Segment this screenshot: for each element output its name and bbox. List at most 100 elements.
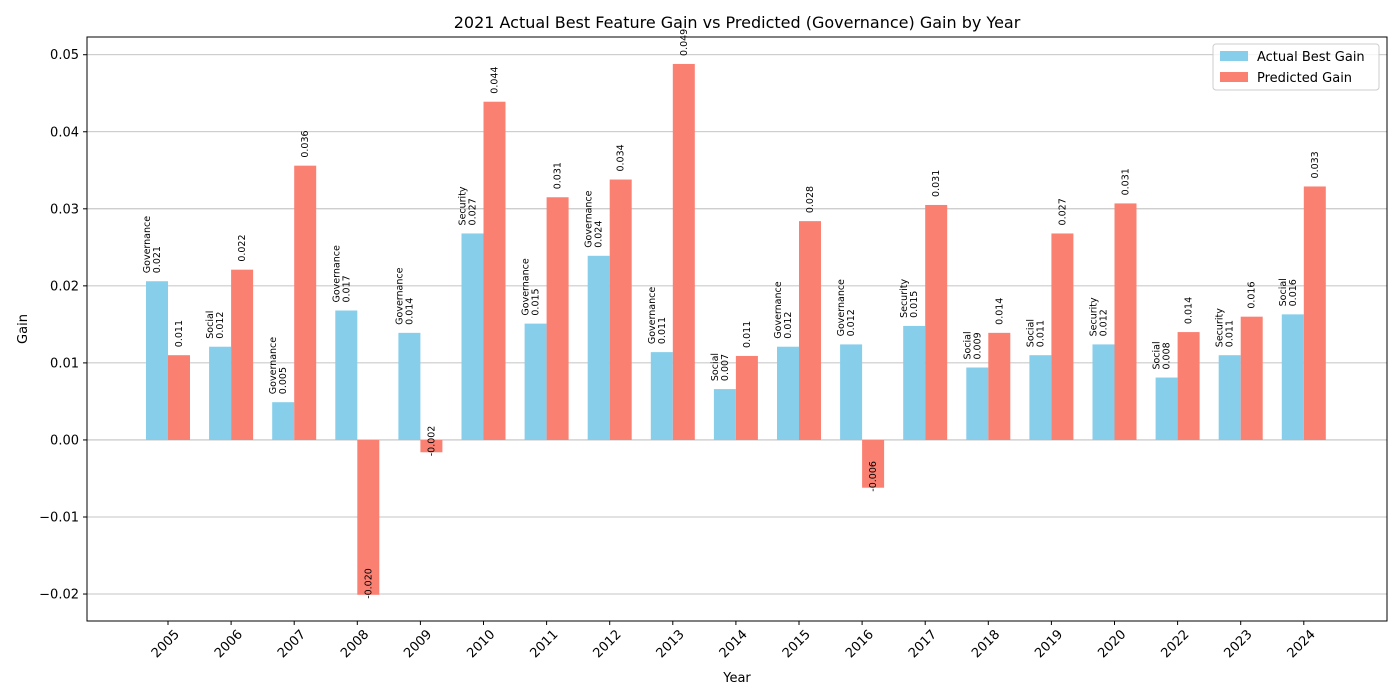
bar-predicted [1240,316,1263,440]
bar-feature-label: Social [1152,341,1163,369]
y-tick-label: 0.05 [50,48,79,63]
bar-value-label-predicted: 0.014 [1184,297,1195,324]
y-axis-label: Gain [16,314,31,344]
x-tick-label: 2012 [591,627,625,661]
bar-value-label-predicted: 0.031 [553,162,564,189]
bar-feature-label: Social [1025,319,1036,347]
x-tick-label: 2011 [527,627,561,661]
bar-value-label-predicted: 0.031 [1121,168,1132,195]
bar-value-label-predicted: 0.022 [237,234,248,261]
y-tick-label: 0.03 [50,202,79,217]
bar-actual [777,346,799,440]
bar-feature-label: Social [205,311,216,339]
bar-feature-label: Security [899,279,910,318]
bar-predicted [357,439,380,595]
bar-feature-label: Security [458,186,469,225]
bar-feature-label: Social [962,331,973,359]
bar-predicted [609,179,632,440]
bar-value-label-predicted: 0.031 [931,170,942,197]
bar-feature-label: Social [1278,278,1289,306]
bar-actual [1155,377,1178,440]
bar-feature-label: Governance [773,281,784,338]
bar-predicted [862,439,885,488]
bar-feature-label: Social [710,353,721,381]
y-axis: −0.02 −0.01 0.00 0.01 0.02 0.03 0.04 0.05 [39,48,87,603]
bars-layer [146,63,1326,595]
bar-actual [272,402,295,440]
y-tick-label: 0.02 [50,279,79,294]
bar-value-label-predicted: 0.014 [994,298,1005,325]
bar-actual [1218,355,1241,440]
y-tick-label: −0.01 [39,510,79,525]
y-tick-label: 0.04 [50,125,79,140]
bar-value-label-actual: 0.012 [846,309,857,336]
legend-swatch-predicted [1220,72,1248,82]
bar-value-label-predicted: 0.011 [174,320,185,347]
x-tick-label: 2020 [1095,627,1129,661]
x-tick-label: 2009 [401,627,435,661]
bar-value-label-predicted: -0.006 [868,461,879,492]
bar-value-label-actual: 0.012 [783,312,794,339]
x-tick-label: 2007 [275,627,309,661]
bar-predicted [1051,233,1074,440]
bar-feature-label: Security [1215,308,1226,347]
plot-frame [86,36,1388,622]
bar-feature-label: Governance [331,245,342,302]
bar-value-label-predicted: 0.049 [679,29,690,56]
x-tick-label: 2014 [717,627,751,661]
x-tick-label: 2016 [843,627,877,661]
x-tick-label: 2008 [338,627,372,661]
bar-value-label-predicted: 0.034 [616,144,627,171]
x-tick-label: 2010 [464,627,498,661]
bar-actual [903,325,926,440]
bar-value-label-predicted: 0.016 [1247,281,1258,308]
y-tick-label: 0.00 [50,433,79,448]
bar-actual [209,346,232,440]
x-tick-label: 2018 [969,627,1003,661]
bar-actual [966,367,989,440]
bar-predicted [672,63,695,440]
bar-feature-label: Governance [268,337,279,394]
bar-value-label-predicted: -0.002 [426,426,437,457]
bar-actual [461,233,484,440]
x-tick-label: 2006 [212,627,246,661]
bar-predicted [420,439,443,453]
bar-predicted [1177,332,1200,440]
bar-value-label-actual: 0.027 [468,198,479,225]
bar-value-label-actual: 0.012 [1099,309,1110,336]
bar-feature-label: Governance [521,258,532,315]
bar-feature-label: Governance [584,190,595,247]
x-tick-label: 2015 [780,627,814,661]
bar-feature-label: Governance [394,267,405,324]
bar-value-label-actual: 0.021 [152,246,163,273]
x-tick-label: 2024 [1285,627,1319,661]
x-tick-label: 2017 [906,627,940,661]
bar-value-label-actual: 0.007 [720,354,731,381]
bar-predicted [483,101,506,440]
bar-value-label-actual: 0.024 [594,221,605,248]
x-tick-label: 2005 [149,627,183,661]
legend-label-actual: Actual Best Gain [1257,50,1365,65]
bar-value-label-actual: 0.015 [531,288,542,315]
bar-feature-label: Governance [647,287,658,344]
x-tick-label: 2019 [1032,627,1066,661]
bar-actual [398,332,421,440]
legend-label-predicted: Predicted Gain [1257,71,1352,86]
x-tick-label: 2013 [654,627,688,661]
bar-feature-label: Security [1089,297,1100,336]
x-tick-label: 2022 [1158,627,1192,661]
bar-actual [650,352,673,440]
legend: Actual Best Gain Predicted Gain [1212,43,1380,91]
x-tick-label: 2023 [1222,627,1256,661]
bar-feature-label: Governance [142,216,153,273]
bar-value-label-predicted: 0.033 [1310,151,1321,178]
bar-predicted [1303,186,1326,440]
bar-actual [335,310,358,440]
bar-actual [1029,355,1052,440]
bar-predicted [1114,203,1137,440]
bar-predicted [988,332,1011,440]
bar-predicted [925,204,948,440]
